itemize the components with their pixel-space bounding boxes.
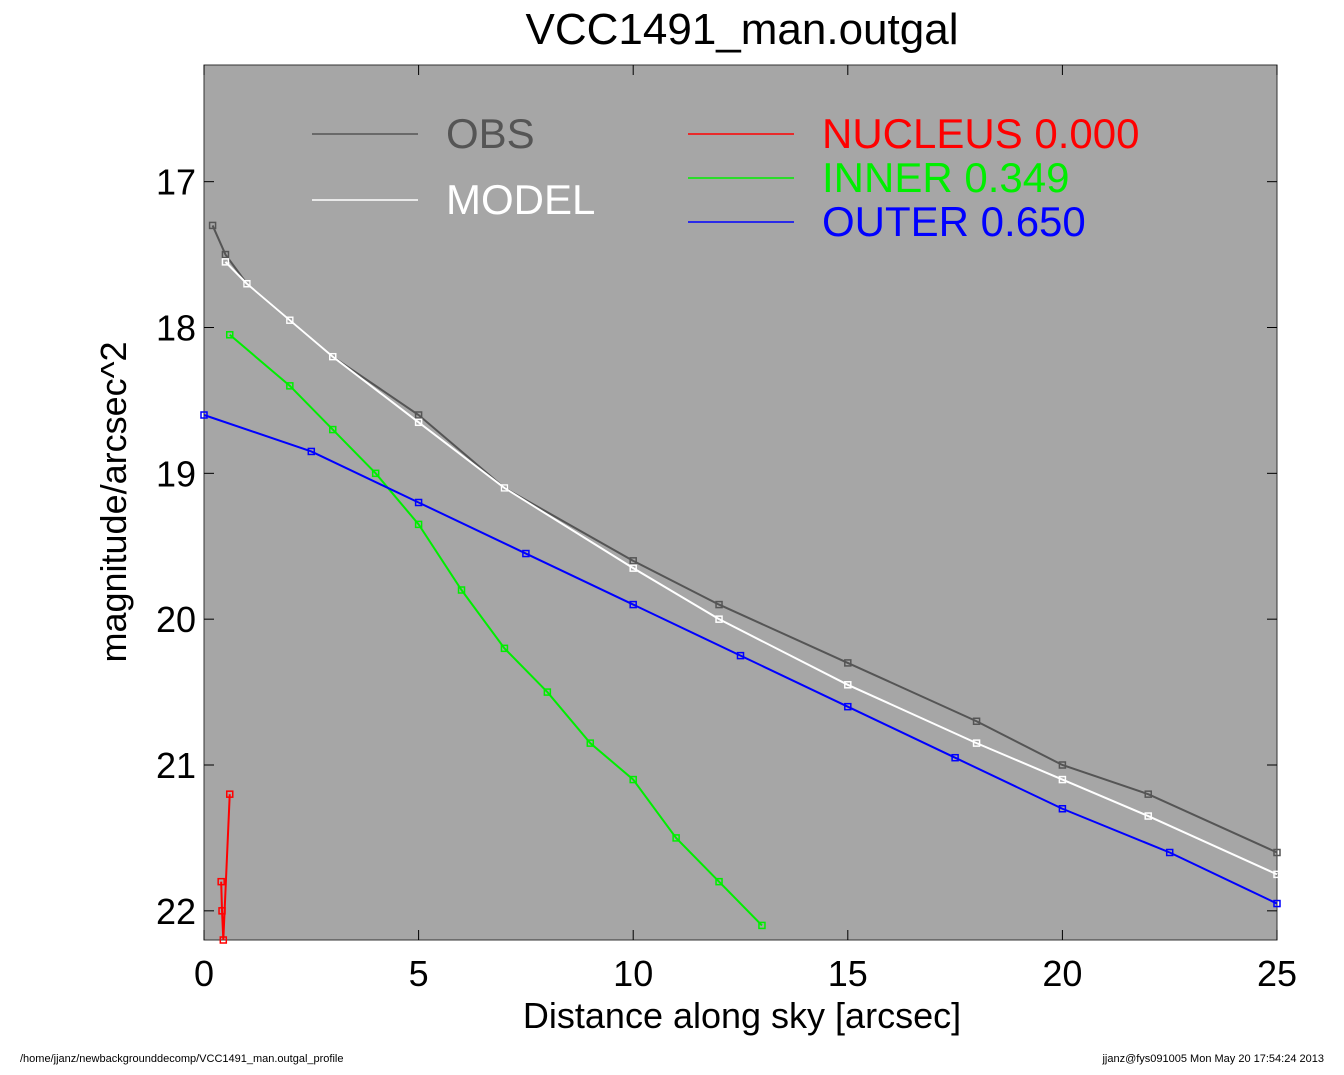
point-inner-3: [371, 469, 380, 478]
point-obs-5: [414, 411, 423, 419]
y-tick-label-18: 18: [156, 308, 196, 349]
series-model: [221, 258, 1281, 879]
point-inner-4: [414, 520, 423, 529]
point-model-5: [500, 484, 509, 492]
point-inner-10: [672, 834, 680, 842]
data-marks: [200, 221, 1281, 944]
chart-title: VCC1491_man.outgal: [526, 5, 959, 54]
point-inner-7: [543, 688, 552, 696]
point-obs-7: [629, 557, 637, 565]
point-outer-10: [1273, 899, 1281, 908]
point-outer-7: [951, 753, 959, 762]
point-outer-6: [844, 702, 852, 711]
plot-area: [203, 64, 1278, 941]
point-model-6: [629, 564, 637, 572]
legend-label-outer: OUTER 0.650: [822, 198, 1086, 245]
point-model-3: [329, 352, 337, 361]
y-axis-label: magnitude/arcsec^2: [93, 341, 134, 662]
y-axis: 17 18 19 20 21 22: [156, 162, 1277, 932]
x-axis-label: Distance along sky [arcsec]: [523, 995, 961, 1036]
x-tick-label-10: 10: [613, 953, 653, 994]
point-model-11: [1144, 812, 1152, 820]
point-inner-5: [457, 586, 466, 594]
y-tick-label-19: 19: [156, 453, 196, 494]
line-nucleus: [220, 794, 231, 941]
point-model-4: [414, 418, 423, 427]
footer-path: /home/jjanz/newbackgrounddecomp/VCC1491_…: [20, 1053, 344, 1065]
point-obs-1: [221, 250, 230, 259]
point-obs-0: [208, 221, 217, 230]
point-model-0: [221, 258, 230, 266]
point-model-12: [1273, 870, 1281, 879]
point-model-9: [972, 739, 981, 747]
point-model-7: [715, 615, 723, 623]
legend-label-model: MODEL: [446, 176, 595, 223]
series-inner: [226, 331, 766, 930]
point-inner-12: [758, 921, 766, 930]
point-obs-10: [972, 717, 981, 725]
y-tick-label-20: 20: [156, 599, 196, 640]
x-axis: 0 5 10 15 20 25: [194, 65, 1297, 994]
point-inner-9: [629, 775, 637, 784]
footer-stamp: jjanz@fys091005 Mon May 20 17:54:24 2013: [1102, 1053, 1324, 1065]
point-model-1: [243, 280, 251, 288]
y-tick-label-17: 17: [156, 162, 196, 203]
x-tick-label-20: 20: [1042, 953, 1082, 994]
x-tick-label-25: 25: [1257, 953, 1297, 994]
line-inner: [229, 334, 763, 927]
x-tick-label-5: 5: [409, 953, 429, 994]
point-inner-8: [586, 739, 595, 747]
point-inner-0: [226, 331, 234, 339]
legend-label-obs: OBS: [446, 110, 535, 157]
point-obs-13: [1273, 848, 1281, 857]
line-outer: [203, 414, 1278, 905]
point-obs-8: [715, 600, 723, 609]
y-tick-label-21: 21: [156, 745, 196, 786]
x-tick-label-0: 0: [194, 953, 214, 994]
line-model: [224, 261, 1278, 876]
profile-chart: VCC1491_man.outgal OBS MODEL NUCLEUS 0.000…: [93, 5, 1297, 1036]
legend-label-inner: INNER 0.349: [822, 154, 1069, 201]
point-obs-9: [844, 659, 852, 667]
point-outer-8: [1058, 805, 1067, 813]
point-outer-9: [1165, 848, 1174, 857]
y-tick-label-22: 22: [156, 891, 196, 932]
legend-label-nucleus: NUCLEUS 0.000: [822, 110, 1139, 157]
point-inner-11: [715, 877, 723, 886]
point-model-10: [1058, 775, 1067, 784]
point-model-2: [286, 316, 294, 324]
point-outer-3: [522, 549, 530, 558]
point-model-8: [844, 681, 852, 689]
point-inner-2: [329, 425, 337, 434]
point-outer-2: [414, 498, 423, 507]
point-inner-6: [500, 644, 509, 653]
series-outer: [200, 411, 1281, 908]
series-nucleus: [217, 790, 234, 944]
point-outer-5: [736, 651, 745, 660]
point-inner-1: [286, 382, 294, 390]
point-outer-4: [629, 600, 637, 609]
x-tick-label-15: 15: [828, 953, 868, 994]
